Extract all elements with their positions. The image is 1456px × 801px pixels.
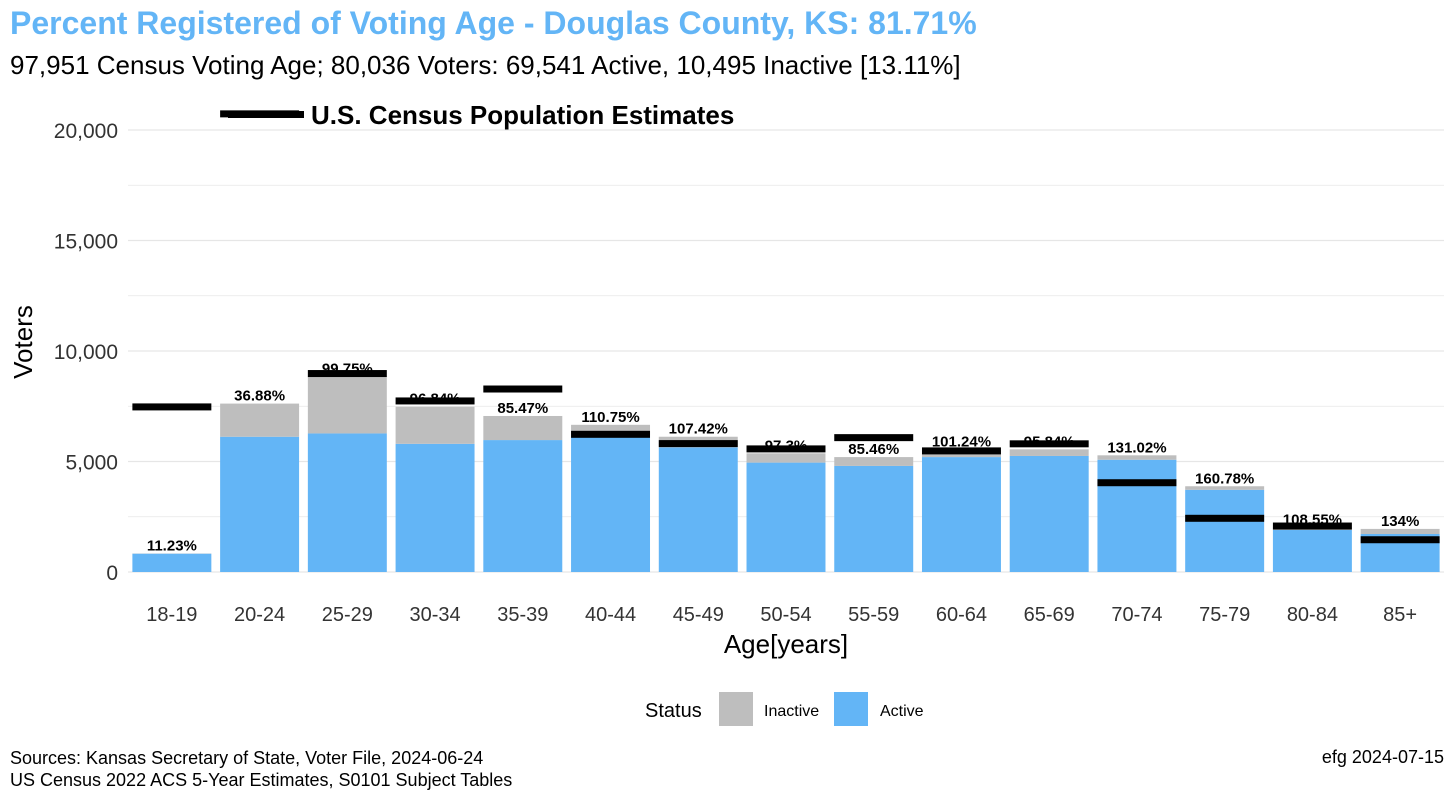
pct-label-25-29: 99.75%	[322, 360, 373, 377]
bar-active-55-59	[834, 465, 914, 572]
pct-label-60-64: 101.24%	[932, 434, 991, 451]
census-marker-25-29	[307, 370, 387, 378]
x-tick-label: 70-74	[1111, 604, 1162, 626]
x-tick-label: 45-49	[673, 604, 724, 626]
y-tick-label: 15,000	[54, 231, 118, 254]
pct-label-30-34: 96.84%	[410, 391, 461, 408]
bar-active-75-79	[1185, 489, 1265, 572]
census-marker-55-59	[834, 434, 914, 442]
census-marker-70-74	[1097, 479, 1177, 487]
y-tick-label: 5,000	[65, 452, 118, 475]
bar-active-40-44	[571, 435, 651, 572]
bar-inactive-75-79	[1185, 486, 1265, 490]
y-axis-ticks: 0 5,000 10,000 15,000 20,000	[54, 120, 118, 585]
census-legend-key	[228, 111, 304, 118]
bar-inactive-20-24	[220, 403, 300, 437]
bar-active-50-54	[746, 462, 826, 572]
census-marker-35-39	[483, 385, 563, 393]
bar-active-30-34	[395, 443, 475, 572]
bar-inactive-85+	[1360, 528, 1440, 534]
legend-label-inactive: Inactive	[764, 703, 819, 720]
x-tick-label: 35-39	[497, 604, 548, 626]
x-tick-label: 30-34	[409, 604, 460, 626]
bar-active-60-64	[921, 457, 1001, 572]
x-tick-label: 50-54	[760, 604, 811, 626]
x-tick-label: 20-24	[234, 604, 285, 626]
x-tick-label: 75-79	[1199, 604, 1250, 626]
census-marker-50-54	[746, 445, 826, 453]
bar-inactive-55-59	[834, 457, 914, 466]
census-marker-80-84	[1272, 522, 1352, 530]
pct-label-65-69: 95.84%	[1024, 433, 1075, 450]
bar-inactive-40-44	[571, 424, 651, 436]
bar-inactive-65-69	[1009, 449, 1089, 456]
census-marker-75-79	[1185, 514, 1265, 522]
sources-note: Sources: Kansas Secretary of State, Vote…	[10, 747, 512, 791]
pct-label-18-19: 11.23%	[147, 537, 197, 554]
census-marker-18-19	[132, 403, 212, 411]
bar-inactive-25-29	[307, 376, 387, 434]
status-legend: Status Inactive Active	[645, 692, 924, 726]
census-marker-40-44	[571, 430, 651, 438]
pct-label-40-44: 110.75%	[581, 409, 639, 426]
pct-label-50-54: 97.3%	[765, 437, 808, 454]
legend-key-inactive	[719, 692, 753, 726]
legend-key-active	[834, 692, 868, 726]
bars	[132, 376, 1440, 572]
bar-active-45-49	[658, 447, 738, 572]
pct-label-20-24: 36.88%	[234, 388, 285, 405]
chart-title: Percent Registered of Voting Age - Dougl…	[10, 5, 977, 41]
pct-label-80-84: 108.55%	[1283, 511, 1342, 528]
bar-active-70-74	[1097, 459, 1177, 572]
y-tick-label: 10,000	[54, 341, 118, 364]
sources-line-1: Sources: Kansas Secretary of State, Vote…	[10, 748, 484, 768]
bar-active-25-29	[307, 433, 387, 572]
x-axis-title: Age[years]	[724, 629, 848, 659]
credit-note: efg 2024-07-15	[1321, 747, 1444, 767]
pct-label-70-74: 131.02%	[1107, 439, 1166, 456]
census-marker-30-34	[395, 397, 475, 405]
bar-inactive-70-74	[1097, 455, 1177, 460]
x-tick-label: 65-69	[1024, 604, 1075, 626]
x-axis-ticks: 18-19 20-24 25-29 30-34 35-39 40-44 45-49 50-54…	[146, 604, 1417, 626]
x-tick-label: 40-44	[585, 604, 636, 626]
census-legend-label: U.S. Census Population Estimates	[311, 100, 734, 130]
x-tick-label: 55-59	[848, 604, 899, 626]
bar-active-18-19	[132, 553, 212, 572]
bar-inactive-50-54	[746, 453, 826, 463]
chart-subtitle: 97,951 Census Voting Age; 80,036 Voters:…	[10, 50, 961, 80]
x-tick-label: 85+	[1383, 604, 1417, 626]
bar-active-20-24	[220, 436, 300, 572]
pct-label-35-39: 85.47%	[497, 400, 548, 417]
census-legend: U.S. Census Population Estimates	[228, 100, 734, 130]
pct-label-45-49: 107.42%	[669, 421, 728, 438]
percent-labels: 11.23% 36.88% 99.75% 96.84% 85.47% 110.75% 107…	[147, 360, 1419, 554]
pct-label-75-79: 160.78%	[1195, 470, 1254, 487]
bar-inactive-35-39	[483, 415, 563, 441]
bar-active-80-84	[1272, 530, 1352, 572]
y-tick-label: 20,000	[54, 120, 118, 143]
bar-active-65-69	[1009, 455, 1089, 572]
bar-active-35-39	[483, 440, 563, 572]
y-tick-label: 0	[106, 562, 118, 585]
pct-label-55-59: 85.46%	[848, 441, 899, 458]
census-marker-60-64	[921, 447, 1001, 455]
sources-line-2: US Census 2022 ACS 5-Year Estimates, S01…	[10, 770, 513, 790]
x-tick-label: 18-19	[146, 604, 197, 626]
census-marker-85+	[1360, 536, 1440, 544]
x-tick-label: 60-64	[936, 604, 987, 626]
legend-label-active: Active	[880, 703, 924, 720]
bar-inactive-30-34	[395, 406, 475, 444]
x-tick-label: 25-29	[322, 604, 373, 626]
census-marker-65-69	[1009, 440, 1089, 448]
y-axis-title: Voters	[8, 305, 38, 379]
census-marker-45-49	[658, 440, 738, 448]
legend-title: Status	[645, 700, 702, 722]
x-tick-label: 80-84	[1287, 604, 1338, 626]
pct-label-85+: 134%	[1381, 513, 1419, 530]
